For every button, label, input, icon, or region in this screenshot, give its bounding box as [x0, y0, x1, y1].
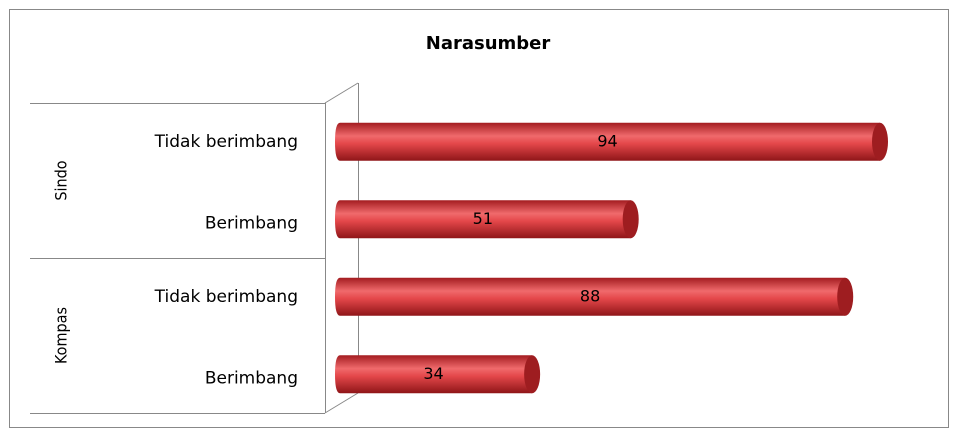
- bar: [335, 200, 639, 239]
- category-label: Berimbang: [205, 368, 298, 388]
- bar: [335, 355, 541, 394]
- category-label: Berimbang: [205, 213, 298, 233]
- value-label: 94: [597, 131, 617, 150]
- bar: [335, 122, 888, 161]
- value-label: 88: [580, 286, 600, 305]
- bar: [335, 277, 854, 316]
- value-label: 51: [473, 209, 493, 228]
- group-label: Sindo: [52, 160, 71, 200]
- chart-title: Narasumber: [426, 33, 551, 54]
- group-label: Kompas: [52, 307, 71, 364]
- value-label: 34: [423, 364, 443, 383]
- category-label: Tidak berimbang: [154, 132, 298, 152]
- category-label: Tidak berimbang: [154, 287, 298, 307]
